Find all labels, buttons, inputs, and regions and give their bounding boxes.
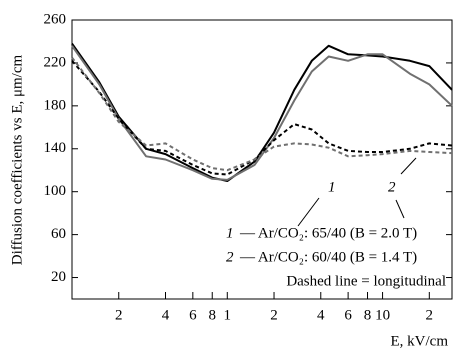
legend-text: — Ar/CO₂: 60/40 (B = 1.4 T) [239, 249, 417, 265]
curve-label: 1 [328, 179, 336, 195]
y-tick-label: 220 [44, 54, 67, 70]
x-tick-label: 2 [270, 307, 278, 323]
x-tick-label: 8 [364, 307, 372, 323]
series-line [71, 56, 453, 172]
x-tick-label: 1 [224, 307, 232, 323]
series-line [71, 60, 453, 176]
y-tick-label: 140 [44, 140, 67, 156]
y-tick-label: 260 [44, 11, 67, 27]
y-tick-label: 100 [44, 183, 67, 199]
y-tick-label: 180 [44, 97, 67, 113]
legend-text: — Ar/CO₂: 65/40 (B = 2.0 T) [239, 225, 417, 241]
y-axis-label: Diffusion coefficients vs E, μm/cm [9, 54, 25, 265]
curve-label: 2 [388, 179, 396, 195]
x-tick-label: 8 [208, 307, 216, 323]
x-tick-label: 4 [317, 307, 325, 323]
y-tick-label: 60 [51, 226, 66, 242]
x-tick-label: 2 [426, 307, 434, 323]
x-tick-label: 6 [344, 307, 352, 323]
leader-line [395, 199, 405, 219]
leader-line [297, 197, 320, 227]
x-tick-label: 10 [375, 307, 390, 323]
x-tick-label: 4 [162, 307, 170, 323]
legend-note: Dashed line = longitudinal [286, 273, 446, 289]
x-tick-label: 6 [189, 307, 197, 323]
plot-frame [71, 19, 453, 300]
legend-number: 2 [226, 249, 234, 265]
y-tick-label: 20 [51, 269, 66, 285]
leader-line [400, 157, 417, 175]
x-tick-label: 2 [115, 307, 123, 323]
x-axis-label: E, kV/cm [391, 333, 449, 349]
legend-number: 1 [226, 225, 234, 241]
series-line [71, 45, 453, 181]
